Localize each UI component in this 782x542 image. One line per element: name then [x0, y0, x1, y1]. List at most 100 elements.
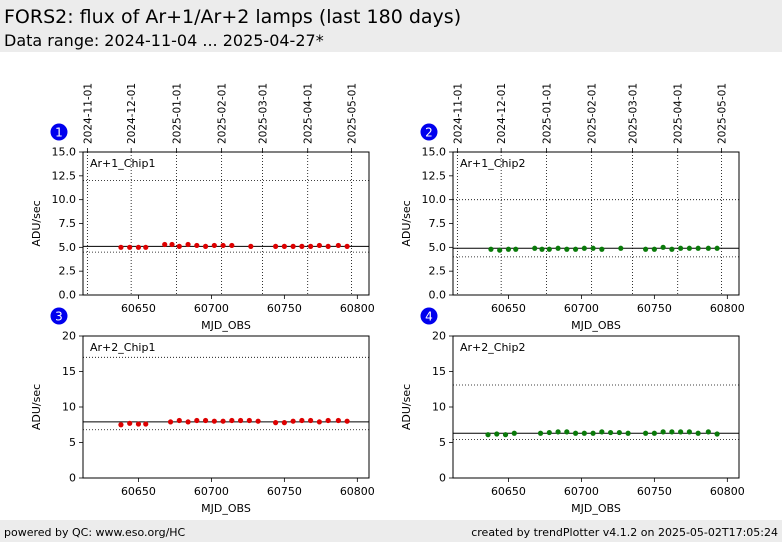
y-tick-label: 12.5 [52, 169, 77, 182]
date-tick-label: 2025-02-01 [217, 83, 229, 144]
data-point [651, 430, 657, 436]
data-point [229, 417, 235, 424]
data-point [643, 430, 649, 436]
data-point [308, 417, 314, 424]
data-point [546, 246, 552, 252]
plot-frame [452, 335, 740, 479]
data-point [660, 244, 666, 250]
panel-number-label: 1 [55, 126, 63, 140]
data-point [555, 429, 561, 435]
data-point [299, 417, 305, 424]
x-tick-label: 60750 [267, 302, 302, 315]
data-point [485, 432, 491, 438]
date-tick-label: 2024-12-01 [496, 83, 508, 144]
y-tick-label: 20 [62, 330, 76, 343]
data-point [546, 429, 552, 436]
data-point [660, 429, 666, 435]
y-tick-label: 5.0 [59, 241, 77, 254]
y-tick-label: 10.0 [422, 193, 447, 206]
data-point [539, 246, 545, 252]
y-tick-label: 12.5 [422, 169, 447, 182]
panel-number-badge [50, 307, 68, 325]
y-tick-label: 7.5 [429, 217, 447, 230]
panel-label: Ar+1_Chip1 [90, 157, 155, 170]
data-point [281, 243, 287, 249]
data-point [513, 246, 519, 252]
data-point [335, 242, 341, 249]
page-title: FORS2: flux of Ar+1/Ar+2 lamps (last 180… [4, 6, 462, 28]
data-point [590, 430, 596, 436]
data-point [273, 420, 279, 426]
page-header: FORS2: flux of Ar+1/Ar+2 lamps (last 180… [0, 0, 782, 52]
data-point [220, 418, 226, 424]
data-point [572, 430, 579, 436]
x-tick-label: 60750 [637, 302, 672, 315]
chart-panel-1: 2024-11-01 2024-12-01 2025-01-01 2025-02-01… [30, 83, 375, 332]
data-point [678, 429, 684, 435]
panel-number-badge [50, 123, 68, 141]
data-point [194, 417, 200, 424]
date-tick-label: 2024-12-01 [126, 83, 138, 144]
data-point [308, 243, 314, 249]
x-axis-label: MJD_OBS [571, 502, 621, 515]
x-tick-label: 60650 [121, 302, 156, 315]
data-point [494, 431, 500, 437]
data-point [290, 243, 296, 249]
data-point [695, 430, 701, 436]
data-point [316, 419, 322, 425]
y-tick-label: 20 [432, 330, 446, 343]
data-point [625, 430, 631, 436]
data-point [325, 417, 331, 424]
date-tick-label: 2025-03-01 [257, 83, 269, 144]
panel-number-badge [420, 123, 438, 141]
x-tick-label: 60700 [194, 485, 229, 498]
data-point [127, 420, 133, 426]
panel-number-label: 3 [55, 310, 63, 324]
data-point [185, 419, 191, 425]
x-axis-label: MJD_OBS [201, 319, 251, 332]
data-point [590, 245, 596, 251]
data-range-subtitle: Data range: 2024-11-04 ... 2025-04-27* [4, 31, 324, 50]
data-point [229, 242, 235, 249]
data-point [488, 246, 494, 252]
x-tick-label: 60650 [491, 485, 526, 498]
data-point [135, 244, 142, 250]
data-point [220, 242, 226, 249]
data-point [127, 244, 133, 250]
data-point [599, 429, 605, 435]
y-tick-label: 0.0 [59, 289, 77, 302]
data-point [555, 245, 561, 251]
y-tick-label: 5 [69, 436, 76, 449]
y-tick-label: 15.0 [52, 146, 77, 159]
date-tick-label: 2025-02-01 [587, 83, 599, 144]
date-tick-label: 2025-01-01 [541, 83, 553, 144]
date-tick-label: 2025-03-01 [627, 83, 639, 144]
data-point [714, 431, 720, 437]
y-tick-label: 10 [432, 401, 446, 414]
date-tick-label: 2025-01-01 [171, 83, 183, 144]
data-point [537, 430, 544, 436]
data-point [167, 419, 174, 425]
y-tick-label: 0.0 [429, 289, 447, 302]
date-tick-label: 2025-04-01 [673, 83, 685, 144]
footer-created-by: created by trendPlotter v4.1.2 on 2025-0… [471, 526, 778, 539]
data-point [572, 246, 579, 252]
y-tick-label: 0 [439, 472, 446, 485]
data-point [505, 246, 512, 252]
panel-label: Ar+2_Chip1 [90, 341, 155, 354]
date-tick-label: 2024-11-01 [452, 83, 464, 144]
y-tick-label: 10.0 [52, 193, 77, 206]
data-point [607, 429, 614, 436]
data-point [202, 417, 209, 424]
data-point [316, 242, 322, 249]
x-tick-label: 60750 [637, 485, 672, 498]
data-point [678, 245, 684, 251]
data-point [686, 245, 692, 251]
chart-panel-3: 0 5 10 15 20 60650 60700 60750 60800 MJD_OBS ADU/s… [30, 307, 375, 515]
data-point [290, 418, 296, 424]
data-point [299, 243, 305, 249]
data-point [246, 417, 252, 424]
chart-panel-4: 0 5 10 15 20 60650 60700 60750 60800 MJD_OBS ADU/s… [400, 307, 745, 515]
data-point [669, 246, 675, 252]
